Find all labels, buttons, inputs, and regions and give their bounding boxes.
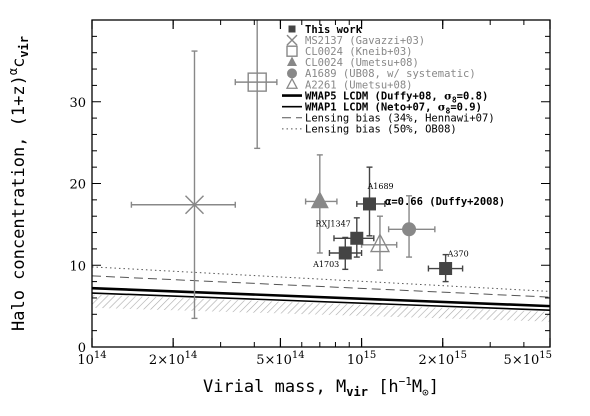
cluster-label-a1703: A1703 — [312, 260, 339, 269]
legend-item-3: CL0024 (Kneib+03) — [286, 45, 412, 58]
legend-item-6: A2261 (Umetsu+08) — [285, 77, 412, 91]
legend-item-4-swatch-shape — [287, 56, 297, 67]
legend-item-3-swatch — [286, 45, 298, 57]
legend-item-6-swatch-shape — [285, 77, 299, 89]
axes: 1014 2×1014 5×1014 1015 2×1015 5×1015 0 10 20 30 — [69, 19, 552, 368]
legend-item-1-label: This work — [305, 24, 363, 36]
plot-area: A1689 RXJ1347 A1703 A370 — [92, 20, 550, 322]
point-square-4-marker-shape — [439, 262, 453, 276]
point-square-4-marker — [439, 262, 453, 276]
legend-item-1-swatch-shape — [288, 25, 296, 33]
x-tick-label-2: 5×1014 — [256, 350, 304, 368]
point-open-triangle-1-marker-shape — [369, 233, 391, 253]
legend-item-4: CL0024 (Umetsu+08) — [287, 56, 419, 69]
cluster-label-a1689: A1689 — [366, 182, 393, 191]
legend-item-5-swatch-shape — [287, 68, 297, 79]
point-open-square-1-marker-shape — [247, 72, 267, 92]
point-square-3-marker-shape — [338, 246, 352, 260]
point-circle-1-marker-shape — [402, 222, 417, 237]
legend-item-5-swatch — [287, 68, 297, 79]
cluster-label-a370: A370 — [447, 250, 469, 259]
point-open-square-1-marker — [247, 72, 267, 92]
legend-item-2-label: MS2137 (Gavazzi+03) — [305, 35, 425, 47]
legend-item-5-label: A1689 (UB08, w/ systematic) — [305, 68, 476, 80]
legend-item-4-label: CL0024 (Umetsu+08) — [305, 57, 419, 69]
point-open-triangle-1-marker — [369, 233, 391, 253]
y-tick-label-1: 10 — [69, 259, 86, 274]
point-x-1-marker-stroke-b — [185, 195, 204, 215]
legend-item-3-swatch-shape — [286, 45, 298, 57]
x-tick-label-0: 1014 — [77, 350, 106, 368]
legend-item-8: WMAP1 LCDM (Neto+07, σ8=0.9) — [282, 102, 482, 116]
legend-item-2: MS2137 (Gavazzi+03) — [286, 34, 425, 47]
hatched-band — [92, 294, 550, 322]
point-circle-1-marker — [402, 222, 417, 237]
point-square-3-group — [328, 236, 363, 271]
x-tick-label-3: 1015 — [347, 350, 376, 368]
point-x-1-group — [130, 50, 236, 320]
point-triangle-1-marker — [310, 191, 329, 209]
model-line-1 — [92, 286, 550, 308]
point-circle-1-group — [387, 195, 436, 258]
point-square-4-group — [427, 253, 464, 283]
point-x-1-marker — [185, 195, 204, 215]
legend-item-2-swatch-stroke-b — [286, 34, 298, 46]
point-square-1-marker — [362, 197, 376, 211]
x-tick-label-1: 2×1014 — [149, 350, 197, 368]
x-axis-label: Virial mass, Mvir [h−1M⊙] — [203, 375, 439, 399]
legend-item-2-swatch — [286, 34, 298, 46]
model-line-2 — [92, 292, 550, 312]
point-square-3-marker — [338, 246, 352, 260]
model-line-3 — [92, 275, 550, 298]
point-open-square-1-group — [234, 20, 278, 150]
alpha-annotation: α=0.66 (Duffy+2008) — [385, 196, 505, 208]
point-open-triangle-1-group — [360, 215, 398, 271]
legend-item-9-label: Lensing bias (34%, Hennawi+07) — [305, 113, 495, 125]
legend-item-6-swatch — [285, 77, 299, 89]
legend-item-1-swatch — [288, 25, 296, 33]
legend-item-10-label: Lensing bias (50%, OB08) — [305, 124, 457, 136]
legend-item-1: This work — [288, 24, 363, 36]
y-tick-label-0: 0 — [78, 341, 86, 356]
legend-item-4-swatch — [287, 56, 297, 67]
point-square-1-group — [356, 166, 386, 237]
legend-item-8-label: WMAP1 LCDM (Neto+07, σ8=0.9) — [305, 102, 482, 116]
legend-item-6-label: A2261 (Umetsu+08) — [305, 79, 412, 91]
y-axis-label: Halo concentration, (1+z)αcvir — [6, 36, 31, 331]
point-square-2-marker-shape — [350, 231, 364, 245]
y-tick-label-3: 30 — [69, 96, 86, 111]
model-line-4 — [92, 266, 550, 292]
legend-item-9: Lensing bias (34%, Hennawi+07) — [282, 113, 495, 125]
cluster-label-rxj1347: RXJ1347 — [315, 219, 350, 228]
y-tick-label-2: 20 — [69, 178, 86, 193]
legend-item-3-label: CL0024 (Kneib+03) — [305, 46, 412, 58]
legend-item-7: WMAP5 LCDM (Duffy+08, σ8=0.8) — [282, 90, 488, 104]
legend-item-5: A1689 (UB08, w/ systematic) — [287, 68, 476, 80]
point-square-2-marker — [350, 231, 364, 245]
legend-item-10: Lensing bias (50%, OB08) — [282, 124, 457, 136]
point-triangle-1-marker-shape — [310, 191, 329, 209]
x-tick-label-5: 5×1015 — [504, 350, 552, 368]
x-tick-label-4: 2×1015 — [418, 350, 466, 368]
legend-item-7-label: WMAP5 LCDM (Duffy+08, σ8=0.8) — [305, 90, 488, 104]
point-triangle-1-group — [304, 154, 338, 254]
point-square-2-group — [333, 217, 375, 258]
point-square-1-marker-shape — [362, 197, 376, 211]
